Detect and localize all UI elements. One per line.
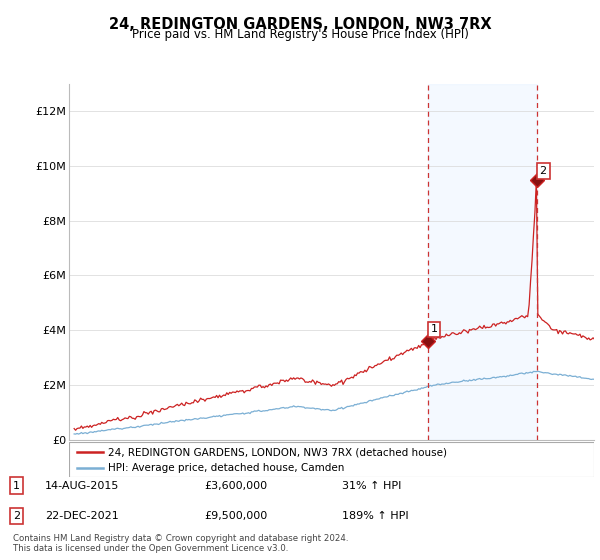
Text: Price paid vs. HM Land Registry's House Price Index (HPI): Price paid vs. HM Land Registry's House … (131, 28, 469, 41)
Text: 1: 1 (430, 324, 437, 334)
Text: 24, REDINGTON GARDENS, LONDON, NW3 7RX: 24, REDINGTON GARDENS, LONDON, NW3 7RX (109, 17, 491, 32)
Text: 2: 2 (539, 166, 547, 176)
Text: £3,600,000: £3,600,000 (204, 480, 267, 491)
Text: 1: 1 (13, 480, 20, 491)
Text: £9,500,000: £9,500,000 (204, 511, 267, 521)
Text: 14-AUG-2015: 14-AUG-2015 (45, 480, 119, 491)
Text: 189% ↑ HPI: 189% ↑ HPI (342, 511, 409, 521)
Bar (428, 84, 537, 440)
Text: 22-DEC-2021: 22-DEC-2021 (45, 511, 119, 521)
Text: Contains HM Land Registry data © Crown copyright and database right 2024.
This d: Contains HM Land Registry data © Crown c… (13, 534, 349, 553)
Text: 2: 2 (13, 511, 20, 521)
Text: 31% ↑ HPI: 31% ↑ HPI (342, 480, 401, 491)
Text: HPI: Average price, detached house, Camden: HPI: Average price, detached house, Camd… (109, 464, 345, 473)
Text: 24, REDINGTON GARDENS, LONDON, NW3 7RX (detached house): 24, REDINGTON GARDENS, LONDON, NW3 7RX (… (109, 447, 448, 457)
